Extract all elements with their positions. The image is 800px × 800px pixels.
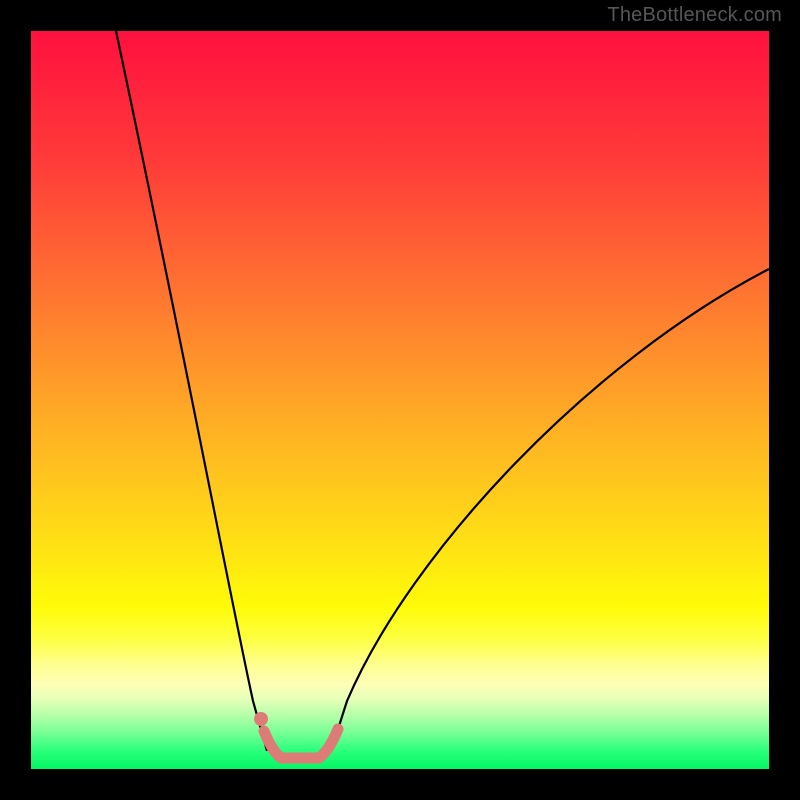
curve-layer	[31, 31, 769, 769]
watermark-text: TheBottleneck.com	[607, 4, 782, 27]
optimal-range-segment	[264, 729, 338, 758]
optimal-marker-dot	[254, 712, 268, 726]
bottleneck-curve-left	[116, 31, 267, 751]
plot-area	[31, 31, 769, 769]
bottleneck-curve-right	[331, 269, 769, 751]
